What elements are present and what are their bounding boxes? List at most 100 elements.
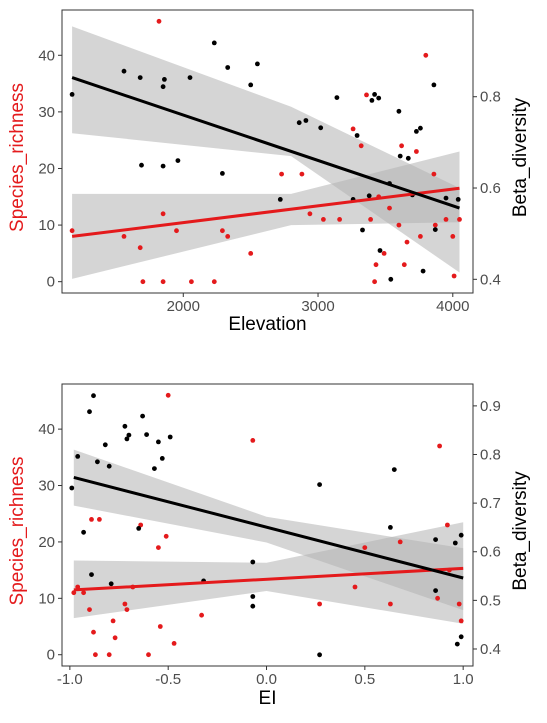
point-species_richness [299,171,305,177]
point-beta_diversity [225,65,231,70]
y-left-tick-label: 20 [38,534,55,551]
point-beta_diversity [414,129,419,134]
point-beta_diversity [296,120,302,126]
point-beta_diversity [211,40,217,46]
point-beta_diversity [397,153,403,159]
point-beta_diversity [377,248,383,253]
point-species_richness [435,595,440,601]
confidence-band-beta_diversity [72,26,460,273]
x-tick-label: 0.5 [354,671,375,688]
point-species_richness [368,217,373,222]
point-species_richness [451,273,457,279]
y-right-tick-label: 0.6 [480,544,501,561]
point-beta_diversity [388,525,393,530]
x-tick-label: 4000 [436,298,469,315]
point-species_richness [457,217,462,222]
point-beta_diversity [106,463,112,469]
y-right-tick-label: 0.4 [480,271,501,288]
y-right-tick-label: 0.4 [480,641,501,658]
y-left-tick-label: 30 [38,104,55,121]
point-beta_diversity [140,413,146,419]
point-beta_diversity [69,92,75,97]
y-left-axis-title: Species_richness [7,83,28,232]
point-species_richness [165,392,171,398]
point-species_richness [160,279,166,285]
y-left-tick-label: 40 [38,421,55,438]
point-species_richness [146,652,151,658]
y-left-tick-label: 40 [38,47,55,64]
point-beta_diversity [160,163,166,169]
point-beta_diversity [303,118,309,123]
point-beta_diversity [420,268,426,274]
x-tick-label: 0.0 [256,671,277,688]
point-beta_diversity [102,442,108,448]
point-species_richness [91,629,96,635]
x-axis-title: EI [259,688,277,709]
point-species_richness [89,517,94,522]
point-species_richness [423,52,429,58]
y-right-axis-title: Beta_diversity [510,97,531,217]
point-species_richness [225,234,231,239]
point-species_richness [372,279,377,285]
point-beta_diversity [443,195,449,201]
point-beta_diversity [152,466,157,471]
y-right-tick-label: 0.9 [480,398,501,415]
point-species_richness [211,279,217,285]
point-species_richness [97,517,102,522]
point-beta_diversity [144,432,150,437]
point-beta_diversity [255,61,260,67]
point-species_richness [458,618,464,624]
point-beta_diversity [81,529,86,535]
point-species_richness [352,584,358,590]
point-beta_diversity [250,559,256,565]
y-right-tick-label: 0.8 [480,447,501,464]
point-species_richness [121,234,127,239]
point-beta_diversity [431,82,437,88]
point-species_richness [388,601,393,607]
point-beta_diversity [458,532,464,538]
point-species_richness [112,635,118,641]
point-species_richness [456,601,462,607]
point-species_richness [404,239,410,245]
y-right-tick-label: 0.7 [480,495,501,512]
point-species_richness [110,618,116,624]
point-beta_diversity [366,193,372,199]
point-species_richness [397,539,403,545]
point-species_richness [122,601,128,607]
fit-line-beta_diversity [73,475,464,580]
point-species_richness [414,149,419,154]
point-beta_diversity [433,588,438,593]
point-beta_diversity [433,537,438,542]
point-species_richness [250,438,256,443]
point-beta_diversity [391,467,397,472]
point-beta_diversity [452,540,458,546]
plot-border [61,9,474,294]
point-beta_diversity [156,439,161,445]
x-tick-label: -1.0 [57,671,83,688]
point-beta_diversity [372,92,377,97]
point-species_richness [81,590,86,596]
point-species_richness [174,228,179,234]
point-beta_diversity [405,155,411,161]
plot-border [61,383,474,667]
point-species_richness [350,126,356,132]
point-beta_diversity [126,432,132,438]
point-beta_diversity [187,75,193,80]
point-beta_diversity [396,108,402,114]
point-beta_diversity [160,84,166,90]
point-beta_diversity [159,456,165,461]
point-beta_diversity [124,436,130,442]
point-species_richness [450,234,456,239]
point-species_richness [431,171,437,177]
point-species_richness [171,641,177,646]
point-beta_diversity [91,393,96,399]
point-beta_diversity [89,572,94,577]
point-species_richness [71,590,77,596]
point-species_richness [106,652,112,658]
point-species_richness [69,228,75,234]
point-species_richness [317,601,322,607]
y-right-tick-label: 0.5 [480,592,501,609]
point-species_richness [220,228,225,234]
